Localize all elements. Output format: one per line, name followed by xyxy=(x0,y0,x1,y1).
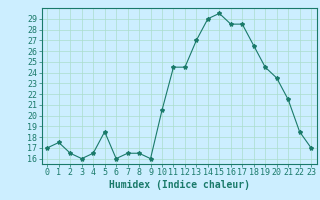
X-axis label: Humidex (Indice chaleur): Humidex (Indice chaleur) xyxy=(109,180,250,190)
